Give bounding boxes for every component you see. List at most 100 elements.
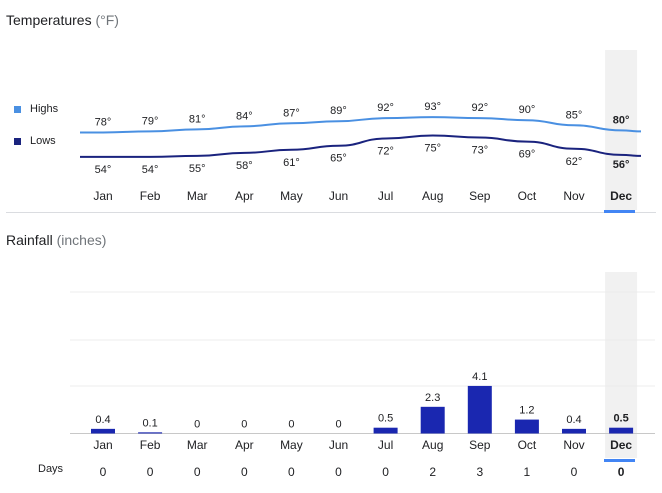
lows-label-apr: 58° [236,160,253,172]
rain-bar-nov[interactable] [562,428,586,434]
days-value-sep: 3 [476,465,483,479]
rain-month-may[interactable]: May [280,438,303,452]
rain-month-jun[interactable]: Jun [329,438,348,452]
rain-label-oct: 1.2 [519,405,534,417]
highs-label-sep: 92° [471,102,488,114]
lows-label-jan: 54° [95,164,112,176]
legend-lows-label: Lows [30,135,56,147]
rain-month-mar[interactable]: Mar [187,438,208,452]
days-value-oct: 1 [524,465,531,479]
rain-month-apr[interactable]: Apr [235,438,254,452]
temp-month-sep[interactable]: Sep [469,189,491,203]
lows-label-oct: 69° [519,149,536,161]
highs-label-aug: 93° [424,101,441,113]
rain-label-dec: 0.5 [613,413,628,425]
rain-month-dec[interactable]: Dec [610,438,632,452]
rain-month-jul[interactable]: Jul [378,438,393,452]
temp-month-feb[interactable]: Feb [140,189,161,203]
selected-month-indicator-rain [604,459,635,462]
lows-label-feb: 54° [142,164,159,176]
section-divider [6,212,656,213]
rain-label-jun: 0 [335,419,341,431]
highs-label-may: 87° [283,107,300,119]
rain-label-sep: 4.1 [472,371,487,383]
rain-label-mar: 0 [194,419,200,431]
highs-label-jul: 92° [377,102,394,114]
rain-label-jan: 0.4 [95,414,110,426]
days-value-aug: 2 [429,465,436,479]
temp-month-jun[interactable]: Jun [329,189,348,203]
temp-month-mar[interactable]: Mar [187,189,208,203]
days-value-jul: 0 [382,465,389,479]
rain-month-feb[interactable]: Feb [140,438,161,452]
rain-bar-feb[interactable] [138,432,163,434]
rainfall-title-text: Rainfall [6,232,53,248]
temp-month-aug[interactable]: Aug [422,189,443,203]
rain-label-feb: 0.1 [142,417,157,429]
lows-label-aug: 75° [424,143,441,155]
highs-line [80,116,642,134]
lows-label-nov: 62° [566,156,583,168]
days-value-dec: 0 [618,465,625,479]
lows-label-mar: 55° [189,163,206,175]
highs-label-oct: 90° [519,104,536,116]
rain-bar-jul[interactable] [373,427,398,434]
rain-bar-oct[interactable] [514,419,539,434]
days-value-jan: 0 [100,465,107,479]
rain-month-jan[interactable]: Jan [93,438,112,452]
days-value-nov: 0 [571,465,578,479]
temperature-unit: (°F) [95,12,119,28]
lows-label-jun: 65° [330,153,347,165]
highs-label-feb: 79° [142,115,159,127]
highs-label-dec: 80° [613,114,630,126]
selected-month-indicator-temp [604,210,635,213]
days-value-apr: 0 [241,465,248,479]
legend-highs-swatch [14,105,21,113]
temp-month-nov[interactable]: Nov [563,189,584,203]
temp-month-apr[interactable]: Apr [235,189,254,203]
lows-label-sep: 73° [471,145,488,157]
highs-label-jan: 78° [95,116,112,128]
days-value-mar: 0 [194,465,201,479]
temp-month-oct[interactable]: Oct [518,189,537,203]
lows-label-jul: 72° [377,146,394,158]
rainfall-title: Rainfall (inches) [6,232,106,248]
days-value-jun: 0 [335,465,342,479]
temp-month-jul[interactable]: Jul [378,189,393,203]
highs-label-mar: 81° [189,113,206,125]
rain-bar-sep[interactable] [467,385,492,434]
temp-month-may[interactable]: May [280,189,303,203]
rain-label-jul: 0.5 [378,413,393,425]
legend-highs-label: Highs [30,103,59,115]
lows-line [80,134,642,158]
days-value-feb: 0 [147,465,154,479]
highs-label-jun: 89° [330,105,347,117]
highs-label-nov: 85° [566,109,583,121]
rain-label-may: 0 [288,419,294,431]
rain-bar-dec[interactable] [609,427,634,434]
temperature-title-text: Temperatures [6,12,92,28]
rainfall-unit: (inches) [56,232,107,248]
rain-label-apr: 0 [241,419,247,431]
highs-label-apr: 84° [236,110,253,122]
lows-label-may: 61° [283,157,300,169]
legend-highs: Highs [14,103,58,115]
legend-lows: Lows [14,135,56,147]
lows-label-dec: 56° [613,159,630,171]
rain-bar-aug[interactable] [420,406,445,434]
rain-label-nov: 0.4 [566,414,581,426]
temperature-title: Temperatures (°F) [6,12,119,28]
rain-month-aug[interactable]: Aug [422,438,443,452]
rain-month-nov[interactable]: Nov [563,438,584,452]
rain-month-sep[interactable]: Sep [469,438,491,452]
legend-lows-swatch [14,137,21,145]
days-value-may: 0 [288,465,295,479]
rain-label-aug: 2.3 [425,392,440,404]
temp-month-dec[interactable]: Dec [610,189,632,203]
rain-month-oct[interactable]: Oct [518,438,537,452]
rain-bar-jan[interactable] [91,428,115,434]
temp-month-jan[interactable]: Jan [93,189,112,203]
selected-column-rain[interactable] [605,272,638,458]
days-label: Days [38,463,64,475]
